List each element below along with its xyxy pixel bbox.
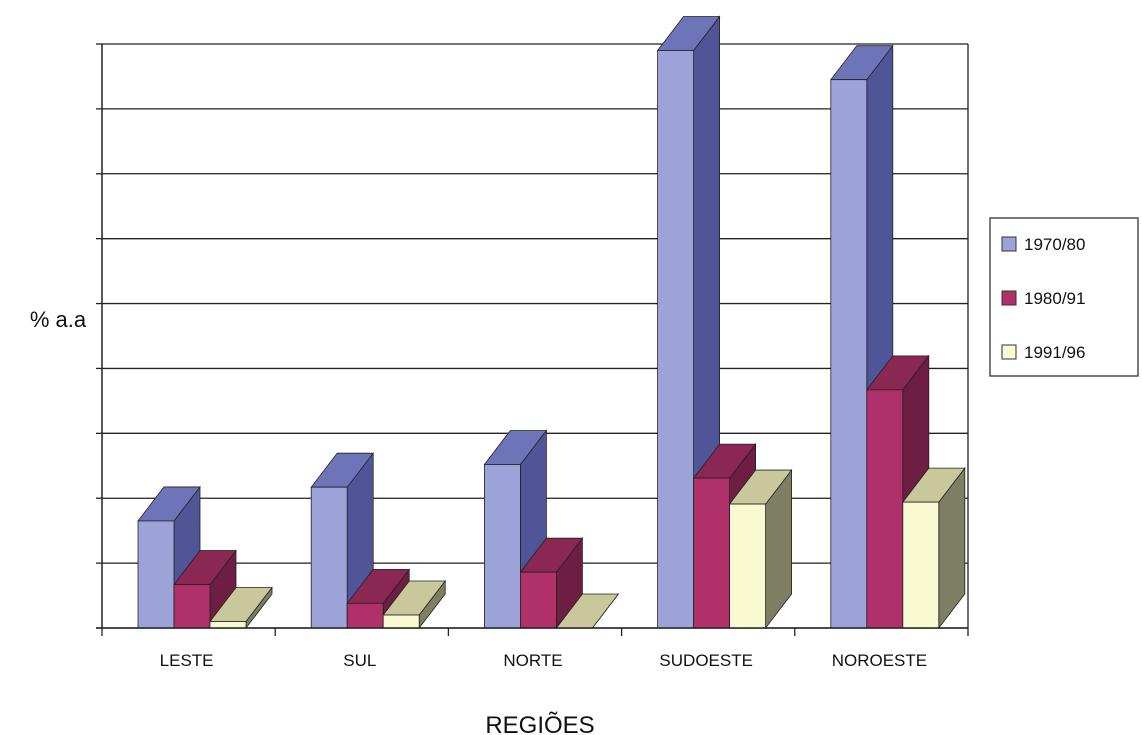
bar	[310, 486, 348, 629]
bar	[483, 464, 521, 629]
legend: 1970/80 1980/91 1991/96	[989, 217, 1139, 377]
legend-swatch	[1001, 344, 1017, 360]
x-ticks: LESTE SUL NORTE SUDOESTE NOROESTE	[96, 627, 969, 670]
bar	[209, 621, 247, 629]
bar	[866, 389, 904, 629]
legend-label: 1970/80	[1024, 235, 1085, 254]
bar	[693, 477, 730, 629]
legend-label: 1991/96	[1024, 343, 1085, 362]
x-axis-label: REGIÕES	[485, 711, 594, 735]
legend-label: 1980/91	[1024, 289, 1085, 308]
bar	[520, 571, 557, 629]
legend-swatch	[1001, 236, 1017, 252]
bars	[137, 15, 966, 630]
x-tick-label: LESTE	[160, 651, 214, 670]
x-tick-label: NORTE	[503, 651, 562, 670]
bar	[657, 50, 694, 629]
y-axis-label: % a.a	[30, 307, 87, 332]
bar	[902, 501, 940, 629]
x-tick-label: NOROESTE	[832, 651, 927, 670]
bar	[729, 503, 766, 629]
legend-swatch	[1001, 290, 1017, 306]
x-tick-label: SUL	[343, 651, 376, 670]
bar	[173, 584, 211, 629]
bar	[382, 614, 420, 629]
bar	[830, 79, 868, 629]
x-tick-label: SUDOESTE	[659, 651, 753, 670]
bar	[346, 602, 384, 629]
bar	[137, 520, 175, 629]
